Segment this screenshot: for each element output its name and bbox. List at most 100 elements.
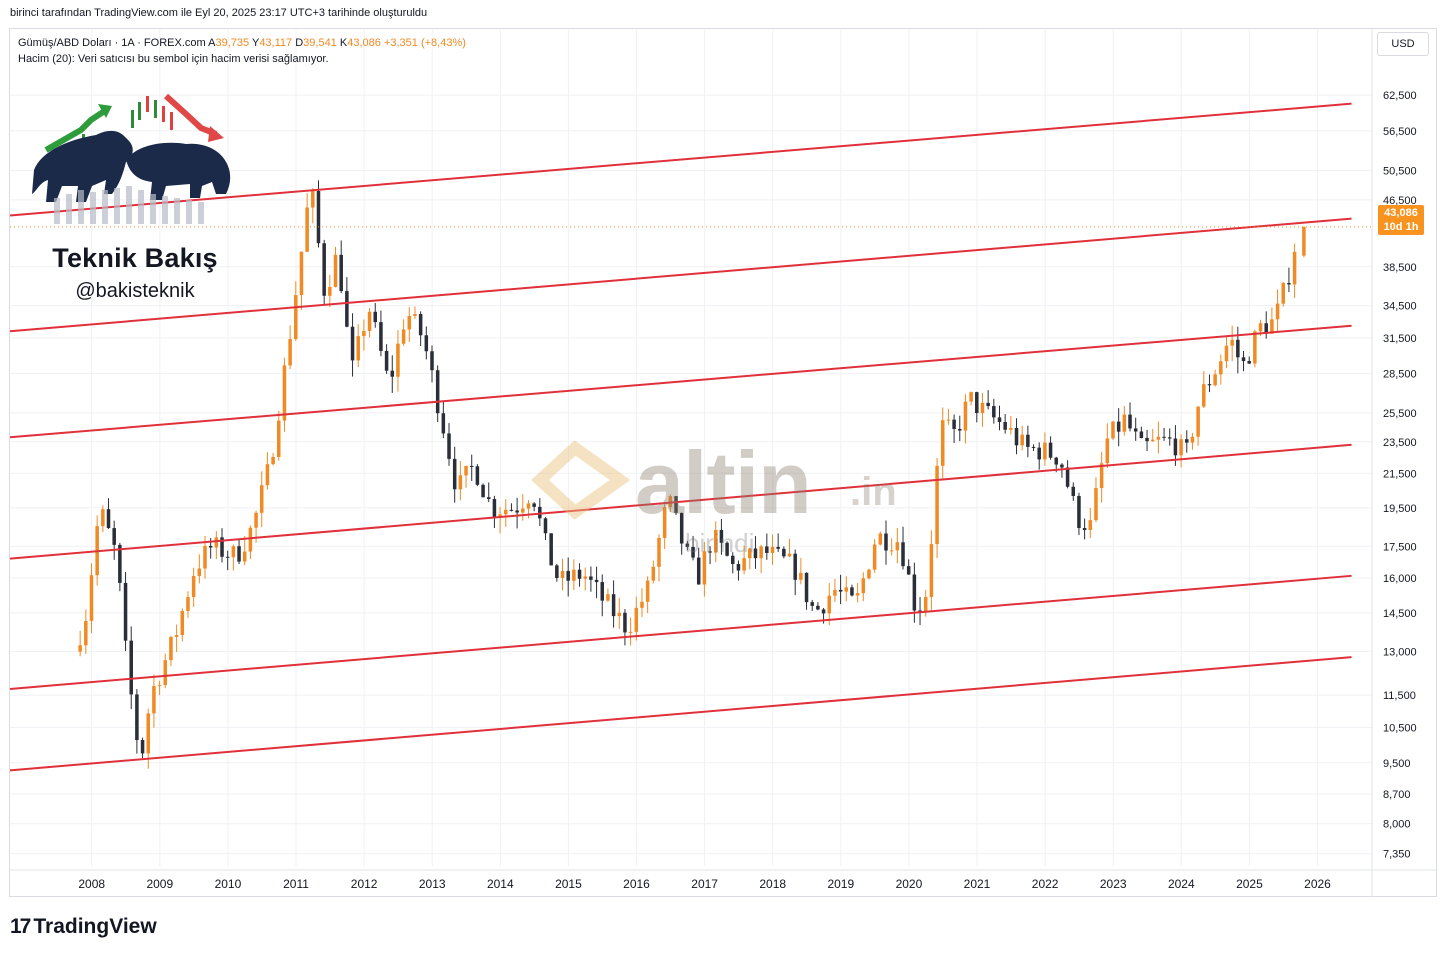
candle-body — [748, 548, 752, 559]
candle-body — [1292, 251, 1297, 285]
x-tick-label: 2020 — [896, 877, 923, 891]
x-tick-label: 2014 — [487, 877, 514, 891]
candle-body — [997, 417, 1002, 422]
candle-body — [1139, 431, 1144, 438]
candle-body — [469, 465, 474, 467]
candle-body — [952, 419, 956, 429]
candle-body — [1179, 439, 1183, 456]
x-tick-label: 2010 — [215, 877, 242, 891]
channel-line[interactable] — [9, 656, 1352, 772]
candle-body — [1167, 437, 1172, 439]
candle-body — [146, 713, 151, 754]
candle-body — [696, 557, 701, 585]
candle-body — [628, 631, 633, 633]
candle-body — [1150, 439, 1155, 442]
x-tick-label: 2016 — [623, 877, 650, 891]
candle-body — [1054, 457, 1059, 465]
candle-body — [645, 580, 650, 602]
candle-body — [242, 551, 247, 562]
candle-body — [617, 612, 622, 617]
candle-body — [1082, 528, 1087, 530]
tradingview-logo[interactable]: 17 TradingView — [10, 915, 157, 939]
candle-body — [799, 572, 803, 580]
x-tick-label: 2015 — [555, 877, 582, 891]
candle-body — [118, 544, 122, 583]
candle-body — [208, 545, 213, 548]
candle-body — [384, 350, 389, 371]
candle-body — [481, 484, 485, 498]
candle-body — [827, 595, 832, 614]
candle-body — [538, 506, 542, 519]
candle-body — [679, 512, 684, 544]
candle-body — [1128, 414, 1132, 429]
axes: 62,500 56,500 50,500 46,500 38,500 34,500 31,5… — [9, 28, 1437, 897]
candle-body — [1014, 427, 1019, 446]
candle-body — [577, 569, 582, 579]
candle-body — [288, 339, 292, 366]
candle-body — [975, 392, 979, 414]
candle-body — [1156, 436, 1161, 440]
candle-body — [816, 605, 820, 610]
candle-body — [589, 576, 593, 580]
candle-body — [498, 514, 502, 518]
chart-legend: Gümüş/ABD Doları · 1A · FOREX.com A39,73… — [18, 35, 466, 67]
brand-title: Teknik Bakış — [52, 243, 218, 273]
candle-body — [765, 546, 769, 553]
channel-line[interactable] — [9, 574, 1352, 690]
candle-body — [203, 545, 207, 569]
grid — [10, 30, 1372, 866]
y-tick-label: 23,500 — [1383, 437, 1417, 449]
candle-body — [674, 496, 678, 513]
channel-line[interactable] — [9, 217, 1352, 333]
x-tick-label: 2024 — [1168, 877, 1195, 891]
channel-line[interactable] — [9, 102, 1352, 217]
candle-body — [572, 569, 576, 581]
y-tick-label: 17,500 — [1383, 541, 1417, 553]
channel-line[interactable] — [9, 443, 1352, 560]
high-value: 43,117 — [259, 37, 293, 49]
symbol-label[interactable]: Gümüş/ABD Doları · 1A · FOREX.com — [18, 37, 206, 49]
candle-body — [78, 645, 82, 652]
candle-body — [1258, 323, 1263, 332]
candle-body — [640, 601, 644, 608]
candle-body — [396, 343, 400, 377]
x-tick-label: 2023 — [1100, 877, 1127, 891]
candle-body — [441, 413, 446, 434]
candle-body — [101, 509, 105, 527]
candle-body — [1224, 345, 1229, 362]
watermark-word: altin — [635, 433, 812, 532]
open-label: A — [208, 37, 216, 49]
candle-body — [1253, 331, 1257, 364]
close-label: K — [339, 37, 348, 49]
candle-body — [521, 508, 525, 513]
candle-body — [611, 594, 616, 617]
candle-body — [333, 254, 338, 287]
candle-body — [889, 550, 894, 552]
x-tick-label: 2017 — [691, 877, 718, 891]
currency-selector[interactable]: USD — [1377, 32, 1429, 56]
chart-frame — [9, 28, 1437, 897]
channel-line[interactable] — [9, 324, 1352, 439]
candle-body — [197, 568, 202, 577]
candle-body — [271, 456, 275, 465]
y-tick-label: 28,500 — [1383, 368, 1417, 380]
watermark: altin .in birindi — [530, 432, 930, 562]
candle-body — [1088, 520, 1093, 530]
candle-body — [793, 553, 797, 580]
candle-body — [401, 329, 406, 344]
x-tick-label: 2009 — [146, 877, 173, 891]
candle-body — [1241, 357, 1246, 362]
volume-note: Hacim (20): Veri satıcısı bu sembol için… — [18, 53, 329, 65]
brand-block: Teknik Bakış @bakisteknik — [40, 243, 230, 303]
candle-body — [379, 322, 383, 351]
candle-body — [555, 565, 559, 578]
candle-body — [731, 555, 735, 564]
candle-body — [1133, 428, 1138, 432]
tradingview-wordmark: TradingView — [33, 915, 157, 938]
candle-body — [940, 420, 945, 466]
candle-body — [1219, 361, 1223, 375]
candle-body — [923, 596, 928, 612]
candle-body — [787, 553, 792, 557]
candle-body — [305, 207, 309, 252]
